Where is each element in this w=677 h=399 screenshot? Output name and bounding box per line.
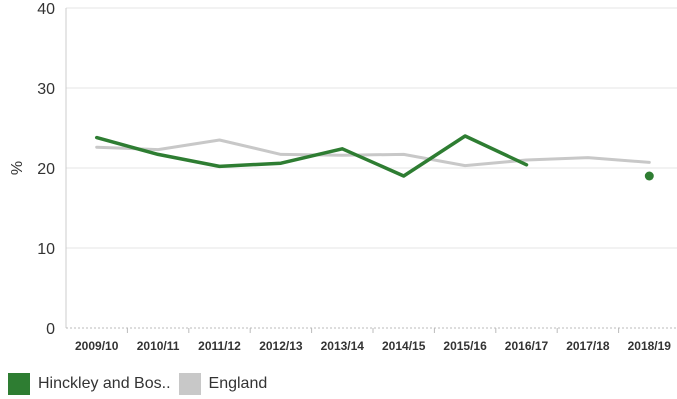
x-tick-label: 2018/19 — [628, 339, 672, 353]
x-tick-label: 2014/15 — [382, 339, 426, 353]
y-tick-label: 40 — [37, 1, 55, 18]
x-tick-label: 2013/14 — [321, 339, 365, 353]
x-tick-label: 2015/16 — [443, 339, 487, 353]
x-tick-label: 2016/17 — [505, 339, 549, 353]
legend-item-england[interactable]: England — [178, 373, 268, 395]
y-tick-label: 0 — [46, 321, 55, 338]
legend-item-hinckley[interactable]: Hinckley and Bos.. — [8, 373, 171, 395]
legend-label-england: England — [208, 375, 268, 392]
y-axis-label: % — [9, 161, 26, 175]
y-tick-label: 30 — [37, 81, 55, 98]
x-tick-label: 2010/11 — [137, 339, 180, 353]
legend-swatch-hinckley — [8, 373, 30, 395]
x-tick-label: 2012/13 — [259, 339, 303, 353]
data-point-hinckley — [644, 171, 654, 181]
legend-label-hinckley: Hinckley and Bos.. — [38, 375, 171, 392]
series-line-england — [95, 138, 651, 168]
x-tick-label: 2009/10 — [75, 339, 119, 353]
legend-swatch-england — [178, 373, 201, 395]
x-tick-label: 2011/12 — [198, 339, 241, 353]
y-tick-label: 20 — [37, 161, 55, 178]
y-tick-label: 10 — [37, 241, 55, 258]
legend: Hinckley and Bos.. England — [8, 373, 275, 395]
x-tick-label: 2017/18 — [566, 339, 610, 353]
series-line-hinckley — [94, 134, 529, 178]
